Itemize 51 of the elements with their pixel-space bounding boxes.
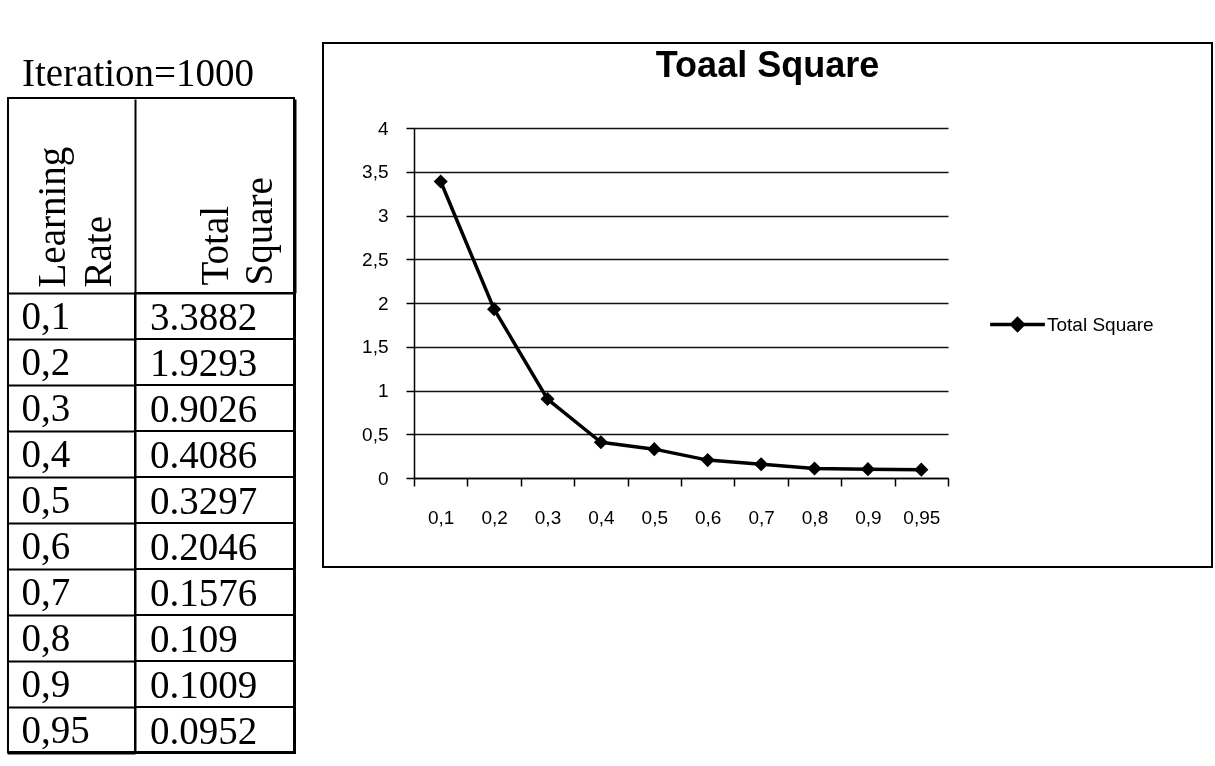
data-label: 0.4086 [150,433,258,476]
y-tick-label: 0,5 [362,423,389,445]
x-tick-label: 0,9 [855,506,882,528]
y-tick-label: 3,5 [362,161,389,183]
x-tick-label: 0,6 [694,506,722,528]
data-label: 0.0952 [150,709,258,752]
y-tick-label: 1 [377,380,389,401]
chart-title: Toaal Square [655,44,880,85]
y-tick-label: 1,5 [362,336,389,358]
data-label: 1.9293 [150,341,258,384]
point [700,453,715,468]
point [807,461,822,476]
x-tick-label: 0,2 [481,506,508,528]
data-label: 0.3297 [150,479,258,522]
y-tick-label: 0,8 [21,615,71,659]
point [593,435,608,450]
point [487,302,502,317]
point [914,462,929,477]
y-tick-label: 0,1 [21,293,71,337]
data-label: 0.1009 [150,663,258,706]
y-tick-label: 0,7 [21,569,71,613]
y-tick-label: 4 [377,117,389,139]
y-tick-label: 3 [377,205,389,226]
data-label: 0.109 [150,617,238,660]
y-tick-label: 2 [377,292,389,314]
legend-label: Total Square [1047,313,1154,335]
y-tick-label: 0 [377,467,389,489]
x-tick-label: 0,95 [903,506,941,528]
y-axis-title: Learning Rate [29,146,119,288]
y-tick-label: 0,3 [21,385,71,429]
x-tick-label: 0,4 [588,506,616,528]
x-tick-label: 0,5 [641,506,669,528]
data-label: 3.3882 [150,295,258,338]
y-tick-label: 0,95 [21,707,90,751]
y-tick-label: 0,2 [21,339,71,383]
chart-title: Iteration=1000 [22,51,255,94]
point [540,391,555,407]
data-label: 0.9026 [150,387,258,430]
data-label: 0.1576 [150,571,258,614]
point [433,174,448,189]
point [647,442,662,457]
x-tick-label: 0,8 [801,506,829,528]
x-tick-label: 0,7 [748,506,775,528]
point [754,457,769,472]
data-label: 0.2046 [150,525,258,568]
x-tick-label: 0,3 [534,506,562,528]
point [860,462,875,477]
y-tick-label: 0,9 [21,661,71,705]
x-tick-label: 0,1 [427,506,455,528]
y-tick-label: 0,4 [21,431,71,475]
y-tick-label: 2,5 [362,248,389,270]
